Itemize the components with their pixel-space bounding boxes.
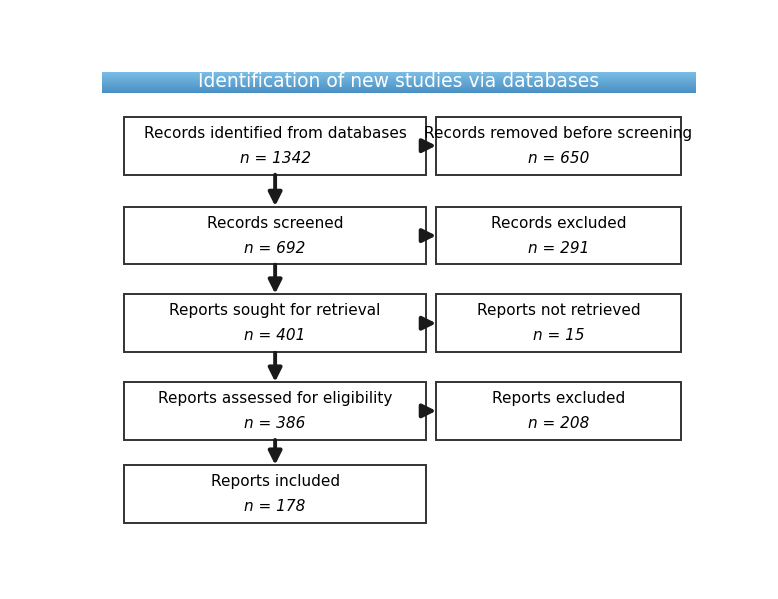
Text: n = 650: n = 650 <box>527 150 589 166</box>
Text: n = 15: n = 15 <box>533 328 584 343</box>
FancyBboxPatch shape <box>124 207 426 264</box>
FancyBboxPatch shape <box>124 117 426 174</box>
FancyBboxPatch shape <box>436 117 681 174</box>
Text: Records identified from databases: Records identified from databases <box>144 126 407 141</box>
FancyBboxPatch shape <box>124 382 426 440</box>
Text: Reports not retrieved: Reports not retrieved <box>477 303 640 318</box>
Text: Reports included: Reports included <box>211 474 340 489</box>
Text: n = 1342: n = 1342 <box>240 150 310 166</box>
FancyBboxPatch shape <box>436 382 681 440</box>
Text: Reports assessed for eligibility: Reports assessed for eligibility <box>158 391 392 406</box>
Text: n = 291: n = 291 <box>527 241 589 256</box>
Text: n = 692: n = 692 <box>244 241 306 256</box>
Text: Records screened: Records screened <box>207 216 343 231</box>
FancyBboxPatch shape <box>436 295 681 352</box>
FancyBboxPatch shape <box>124 465 426 523</box>
Text: n = 178: n = 178 <box>244 499 306 514</box>
Text: n = 208: n = 208 <box>527 416 589 431</box>
Text: Records removed before screening: Records removed before screening <box>425 126 692 141</box>
Text: n = 401: n = 401 <box>244 328 306 343</box>
Text: n = 386: n = 386 <box>244 416 306 431</box>
Text: Reports excluded: Reports excluded <box>492 391 626 406</box>
Text: Identification of new studies via databases: Identification of new studies via databa… <box>198 72 599 91</box>
FancyBboxPatch shape <box>436 207 681 264</box>
Text: Reports sought for retrieval: Reports sought for retrieval <box>170 303 380 318</box>
Text: Records excluded: Records excluded <box>491 216 626 231</box>
FancyBboxPatch shape <box>124 295 426 352</box>
